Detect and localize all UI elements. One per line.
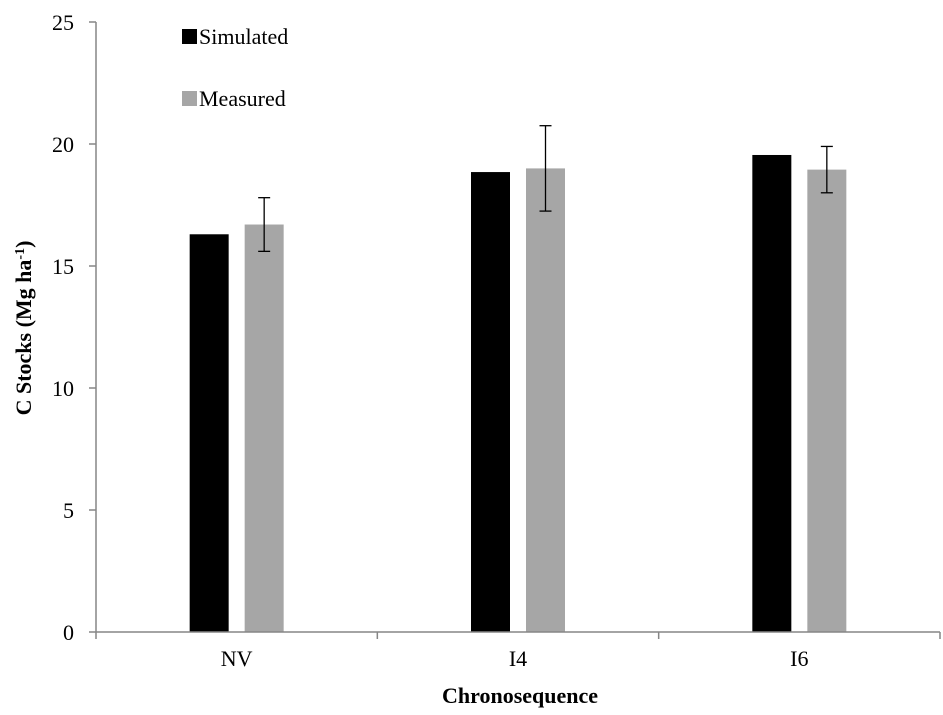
error-bar-i6 (820, 145, 833, 194)
y-axis-title-superscript: -1 (13, 248, 28, 260)
legend-label-simulated: Simulated (199, 24, 288, 49)
y-tick-label: 5 (63, 498, 74, 523)
bar-simulated-i4 (471, 172, 510, 632)
x-axis-ticks: NV I4 I6 (95, 632, 941, 671)
y-tick-label: 10 (52, 376, 74, 401)
x-tick-label: I6 (790, 646, 808, 671)
bar-measured-i4 (526, 168, 565, 632)
x-tick-label: I4 (509, 646, 527, 671)
error-bar-i4 (539, 125, 552, 212)
y-tick-label: 20 (52, 132, 74, 157)
bar-measured-nv (244, 224, 284, 632)
bar-simulated-nv (189, 234, 229, 632)
bar-simulated-i6 (752, 154, 792, 633)
error-bars (258, 125, 833, 253)
y-tick-label: 25 (52, 10, 74, 35)
bars (189, 154, 847, 633)
y-axis-title-close: ) (11, 241, 36, 248)
y-tick-label: 0 (63, 620, 74, 645)
legend-swatch-simulated (182, 29, 197, 44)
x-tick-label: NV (221, 646, 253, 671)
y-axis-title-main: C Stocks (Mg ha (11, 260, 36, 416)
bar-measured-i6 (807, 169, 847, 632)
y-axis-title: C Stocks (Mg ha-1) (11, 241, 36, 416)
legend-swatch-measured (182, 91, 197, 106)
error-bar-nv (258, 197, 271, 253)
x-axis-title: Chronosequence (442, 683, 598, 708)
legend-label-measured: Measured (199, 86, 286, 111)
legend: Simulated Measured (182, 24, 288, 111)
y-axis-ticks: 0 5 10 15 20 25 (52, 10, 96, 645)
y-tick-label: 15 (52, 254, 74, 279)
